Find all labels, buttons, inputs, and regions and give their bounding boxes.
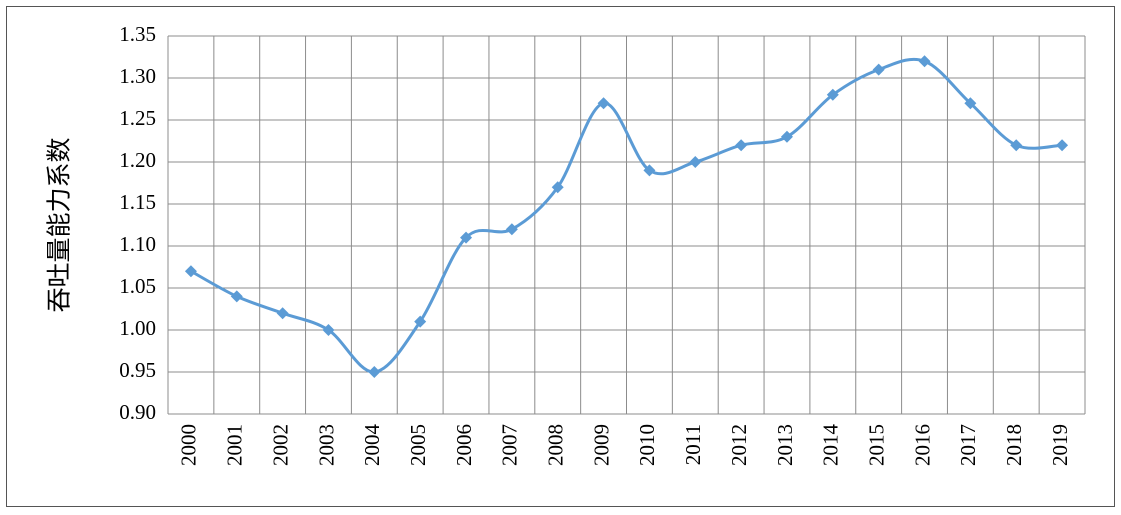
x-tick-label: 2003	[314, 424, 338, 466]
y-tick-label: 1.10	[119, 232, 156, 256]
line	[190, 57, 1063, 374]
x-tick-label: 2000	[177, 424, 201, 466]
y-tick-label: 1.35	[119, 22, 156, 46]
x-tick-label: 2019	[1048, 424, 1072, 466]
x-tick-label: 2017	[956, 424, 980, 466]
point-marker	[276, 307, 289, 320]
x-tick-label: 2011	[681, 424, 705, 465]
y-axis-label: 吞吐量能力系数	[46, 137, 74, 312]
point-marker	[505, 223, 518, 236]
x-tick-label: 2007	[498, 424, 522, 466]
point-marker	[1010, 139, 1023, 152]
x-tick-label: 2015	[864, 424, 888, 466]
point-marker	[322, 324, 335, 336]
x-tick-label: 2014	[819, 424, 843, 467]
point-marker	[230, 290, 243, 303]
point-marker	[964, 97, 977, 110]
point-marker	[918, 55, 931, 68]
x-tick-label: 2006	[452, 424, 476, 466]
point-marker	[551, 181, 564, 194]
chart-border	[6, 6, 1115, 507]
x-tick-label: 2004	[360, 424, 384, 467]
x-tick-label: 2002	[268, 424, 292, 466]
y-tick-label: 0.95	[119, 358, 156, 382]
point-marker	[184, 265, 197, 278]
point-marker	[826, 88, 839, 101]
point-marker	[780, 130, 793, 143]
x-tick-label: 2009	[589, 424, 613, 466]
point-marker	[414, 315, 427, 328]
y-tick-label: 1.15	[119, 190, 156, 214]
x-tick-label: 2013	[773, 424, 797, 466]
point-marker	[689, 156, 702, 168]
point-marker	[368, 366, 381, 378]
x-tick-label: 2016	[910, 424, 934, 466]
x-tick-label: 2010	[635, 424, 659, 466]
x-tick-label: 2012	[727, 424, 751, 466]
y-tick-label: 1.25	[119, 106, 156, 130]
y-tick-label: 0.90	[119, 400, 156, 424]
y-tick-label: 1.30	[119, 64, 156, 88]
point-marker	[597, 97, 610, 110]
y-tick-label: 1.00	[119, 316, 156, 340]
x-tick-label: 2018	[1002, 424, 1026, 466]
y-tick-label: 1.05	[119, 274, 156, 298]
point-marker	[872, 63, 885, 76]
y-tick-label: 1.20	[119, 148, 156, 172]
x-tick-label: 2001	[223, 424, 247, 466]
point-marker	[460, 231, 473, 244]
point-marker	[643, 164, 656, 177]
point-marker	[1056, 139, 1069, 152]
x-tick-label: 2008	[544, 424, 568, 466]
point-marker	[735, 139, 748, 152]
x-tick-label: 2005	[406, 424, 430, 466]
